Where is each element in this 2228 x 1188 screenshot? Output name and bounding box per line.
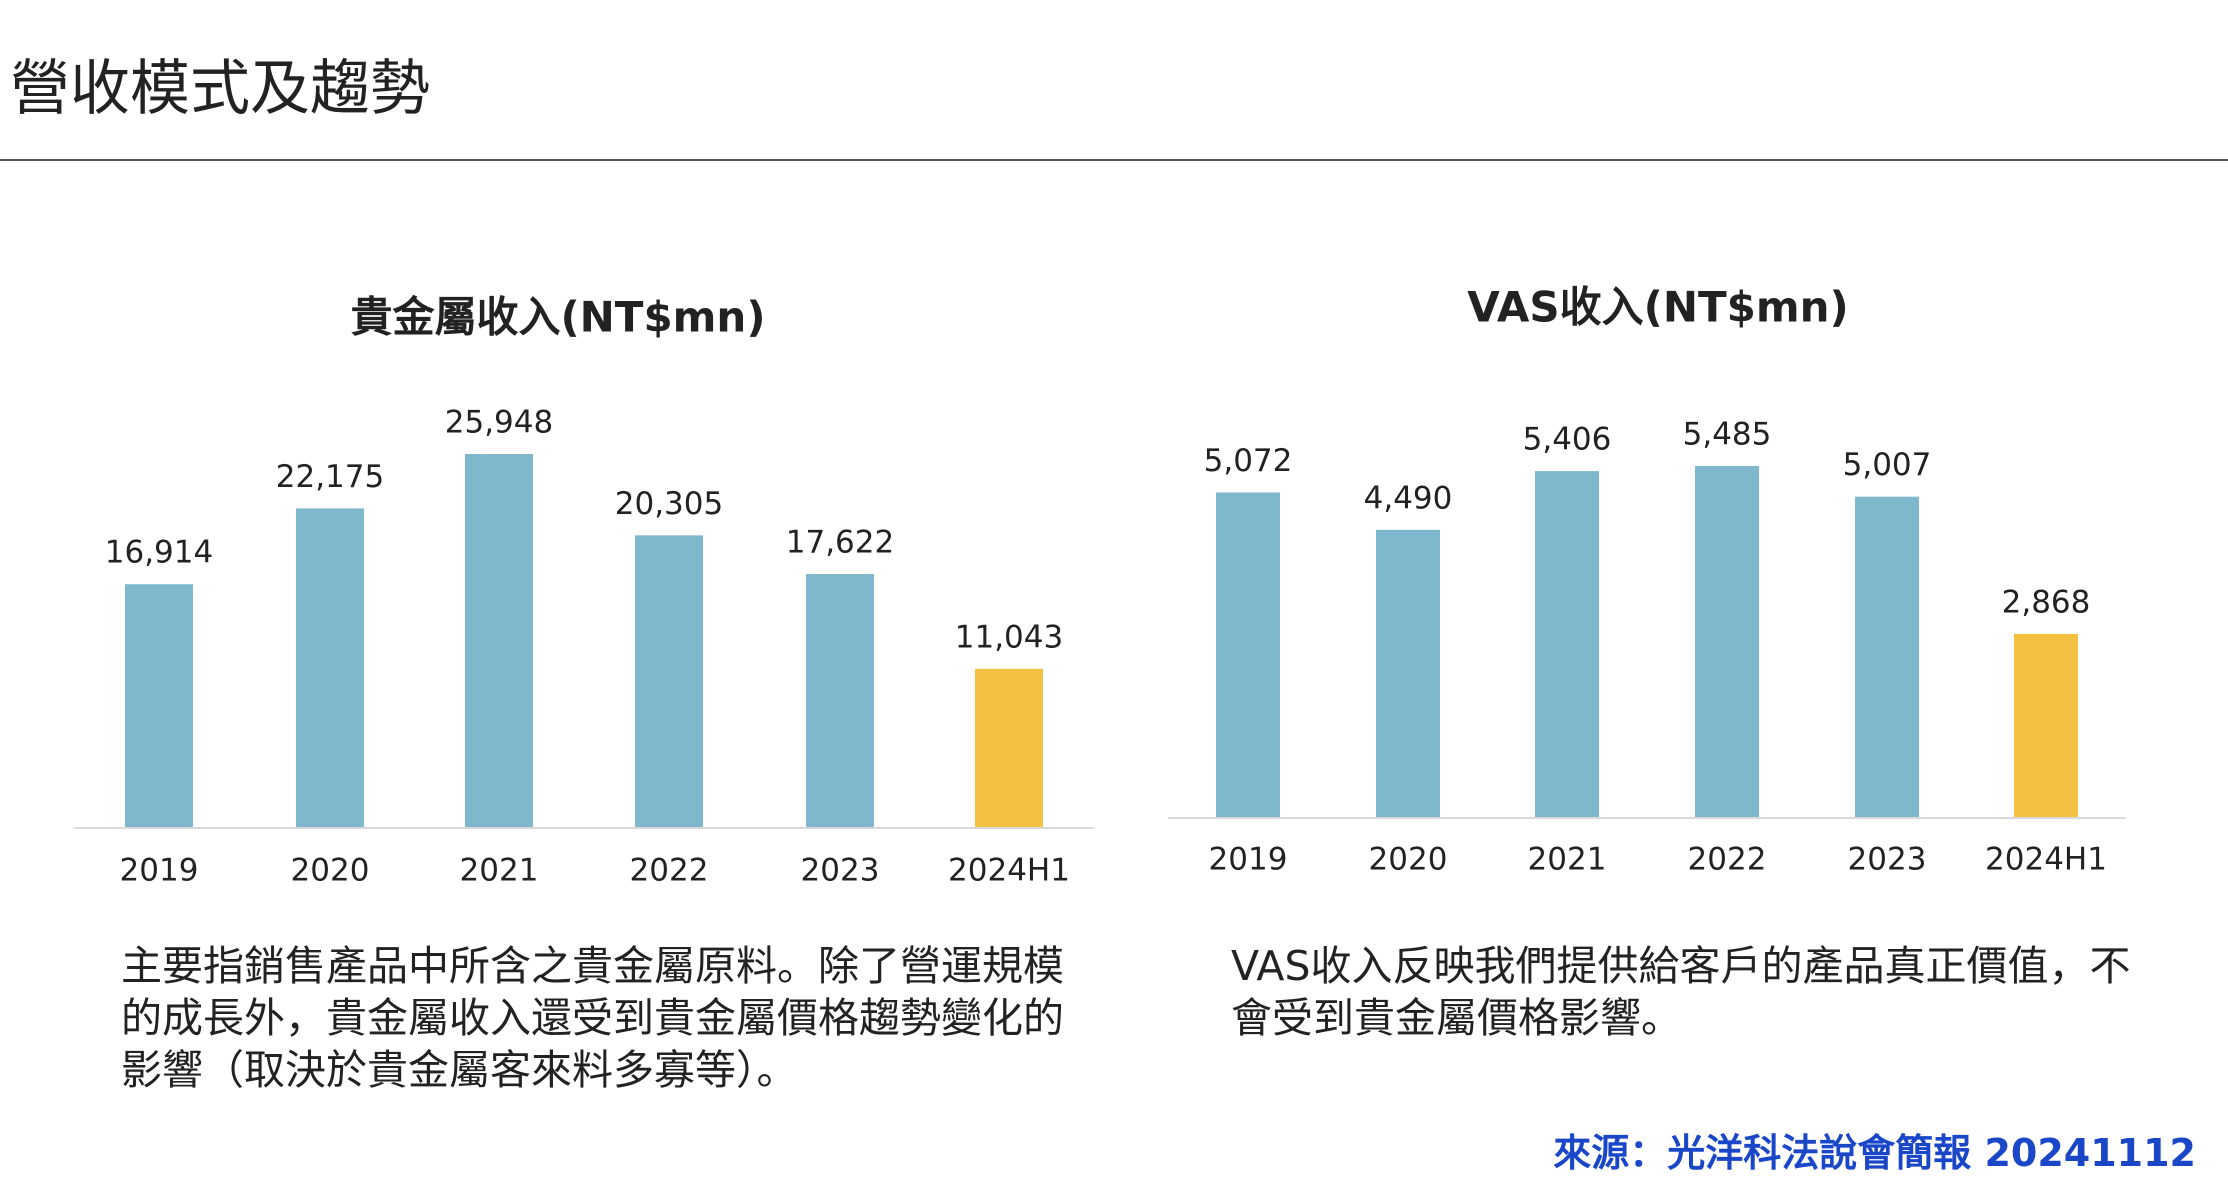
value-label: 5,406 [1523,422,1612,458]
value-label: 5,007 [1843,447,1932,483]
value-label: 2,868 [2002,584,2091,620]
bar [125,584,193,828]
value-label: 17,622 [786,525,894,561]
x-tick-label: 2019 [1209,842,1288,878]
x-tick-label: 2023 [801,853,880,889]
bar [806,574,874,828]
value-label: 16,914 [105,535,213,571]
x-tick-label: 2021 [460,853,539,889]
x-tick-label: 2022 [1688,842,1767,878]
value-label: 22,175 [276,459,384,495]
x-tick-label: 2024H1 [1985,842,2107,878]
title-rule [0,159,2228,161]
bar [1855,496,1919,818]
bar [2014,633,2078,818]
x-tick-label: 2021 [1528,842,1607,878]
x-tick-label: 2020 [1369,842,1448,878]
page-title: 營收模式及趨勢 [10,54,430,124]
bar [1216,492,1280,818]
x-tick-label: 2023 [1848,842,1927,878]
value-label: 20,305 [615,486,723,522]
source: 來源：光洋科法說會簡報 20241112 [1553,1131,2196,1175]
note: VAS收入反映我們提供給客戶的產品真正價值，不會受到貴金屬價格影響。 [1231,942,2131,1042]
bar [465,454,533,828]
x-tick-label: 2024H1 [948,853,1070,889]
bar [1535,471,1599,818]
value-label: 5,072 [1204,443,1293,479]
bar [635,535,703,828]
x-tick-label: 2020 [291,853,370,889]
value-label: 4,490 [1364,480,1453,516]
note: 主要指銷售產品中所含之貴金屬原料。除了營運規模的成長外，貴金屬收入還受到貴金屬價… [121,942,1064,1094]
bar [1695,466,1759,818]
bar [1376,529,1440,818]
bar [975,668,1043,828]
x-tick-label: 2022 [630,853,709,889]
bar [296,508,364,828]
value-label: 11,043 [955,619,1063,655]
chart-title: VAS收入(NT$mn) [1467,283,1849,332]
chart-title: 貴金屬收入(NT$mn) [350,293,765,342]
value-label: 25,948 [445,405,553,441]
value-label: 5,485 [1683,417,1772,453]
x-tick-label: 2019 [120,853,199,889]
